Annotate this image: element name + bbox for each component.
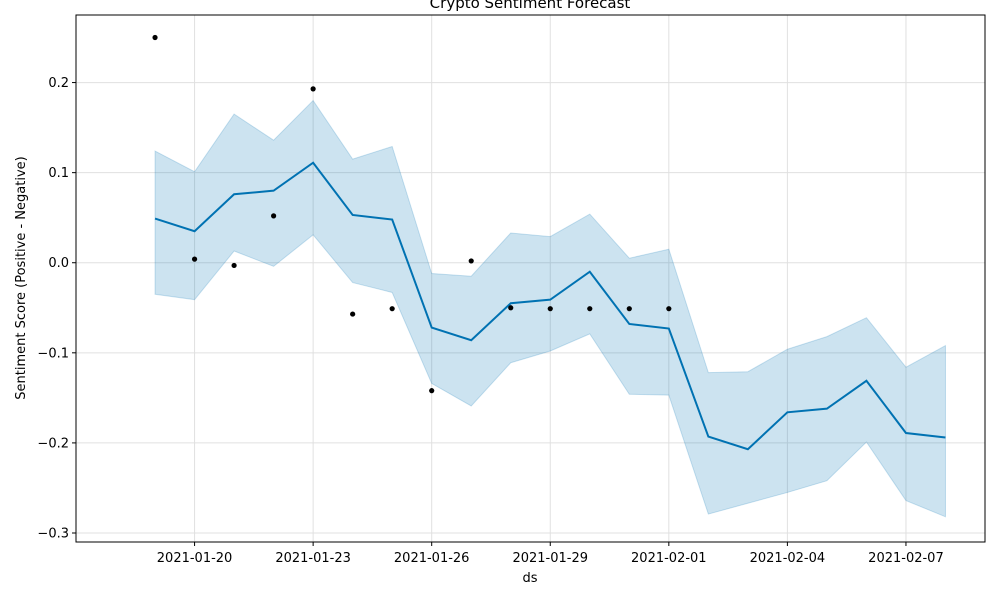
y-axis-ticks: −0.3 −0.2 −0.1 0.0 0.1 0.2 [37, 76, 76, 541]
forecast-line-layer [154, 161, 946, 451]
plot-frame [75, 14, 986, 543]
x-tick-label: 2021-01-26 [394, 551, 470, 566]
observed-point [310, 86, 316, 92]
observed-point [587, 306, 593, 312]
observed-point [666, 306, 672, 312]
observed-point [191, 256, 198, 262]
y-tick-label: −0.2 [37, 436, 69, 451]
observed-point [626, 306, 632, 312]
observed-point [389, 306, 395, 312]
observed-point [547, 306, 553, 312]
x-tick-label: 2021-02-01 [631, 551, 707, 566]
y-tick-label: 0.0 [48, 256, 69, 271]
observed-point [350, 311, 356, 317]
observed-point [231, 262, 237, 269]
x-axis-ticks: 2021-01-20 2021-01-23 2021-01-26 2021-01-29… [157, 542, 944, 566]
x-tick-label: 2021-01-23 [275, 551, 351, 566]
x-tick-label: 2021-01-20 [157, 551, 233, 566]
chart-title: Crypto Sentiment Forecast [430, 0, 631, 12]
x-tick-label: 2021-01-29 [512, 551, 588, 566]
observed-point [152, 34, 158, 41]
observed-point [468, 258, 474, 264]
y-tick-label: −0.3 [37, 526, 69, 541]
x-tick-label: 2021-02-07 [868, 551, 944, 566]
observed-point [429, 388, 435, 394]
x-tick-label: 2021-02-04 [750, 551, 826, 566]
observed-point [508, 305, 514, 311]
y-tick-label: 0.1 [48, 166, 69, 181]
observed-points-layer [152, 34, 672, 394]
x-axis-label: ds [522, 571, 537, 586]
grid-lines [76, 15, 985, 542]
y-axis-label: Sentiment Score (Positive - Negative) [14, 156, 29, 399]
y-tick-label: −0.1 [37, 346, 69, 361]
y-tick-label: 0.2 [48, 76, 69, 91]
observed-point [271, 213, 277, 219]
forecast-line [154, 161, 946, 451]
